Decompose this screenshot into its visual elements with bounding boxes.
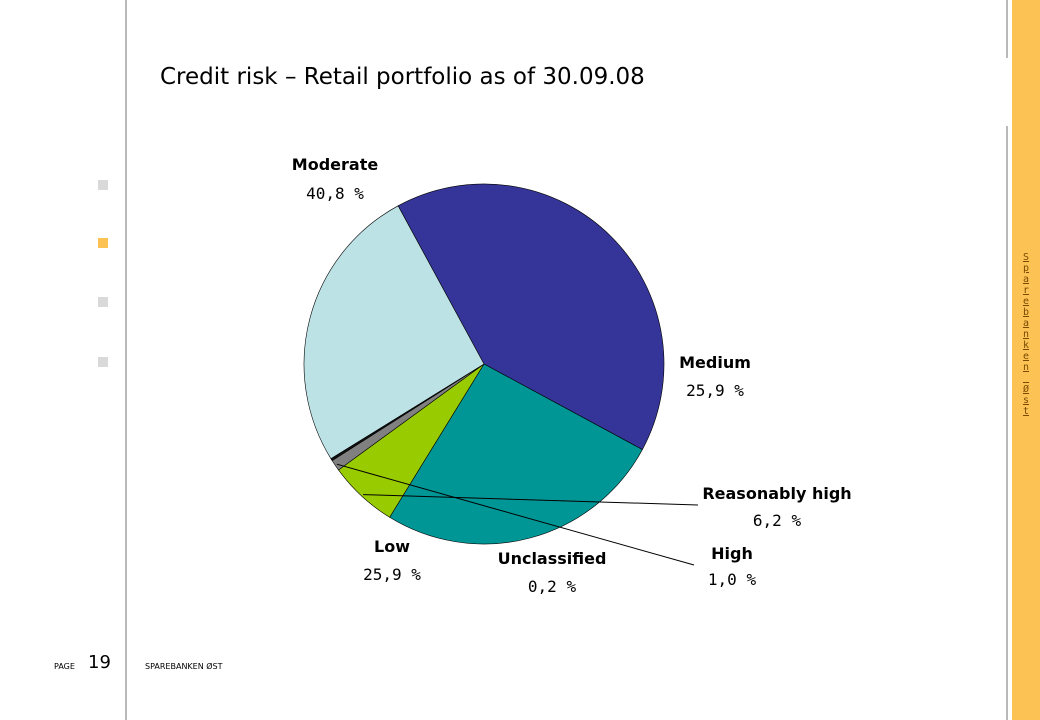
footer-company-name: SPAREBANKEN ØST bbox=[145, 662, 223, 671]
brand-letter: r bbox=[1022, 285, 1030, 296]
slice-label-high: High bbox=[711, 544, 753, 563]
nav-square-1[interactable] bbox=[98, 180, 108, 190]
slice-value-unclassified: 0,2 % bbox=[528, 577, 577, 596]
slice-value-high: 1,0 % bbox=[708, 570, 757, 589]
brand-letter: a bbox=[1022, 274, 1030, 285]
brand-letter: S bbox=[1022, 252, 1030, 263]
accent-stripe bbox=[1012, 0, 1040, 720]
footer-page-label: PAGE bbox=[54, 662, 75, 671]
nav-square-4[interactable] bbox=[98, 357, 108, 367]
brand-letter: a bbox=[1022, 318, 1030, 329]
brand-letter: k bbox=[1022, 340, 1030, 351]
pie-slice-low bbox=[303, 205, 485, 460]
brand-letter: p bbox=[1022, 263, 1030, 274]
nav-square-3[interactable] bbox=[98, 297, 108, 307]
slice-value-low: 25,9 % bbox=[363, 565, 421, 584]
leader-line-reasonably-high bbox=[363, 494, 699, 506]
brand-letter: b bbox=[1022, 307, 1030, 318]
brand-letter: n bbox=[1022, 329, 1030, 340]
slice-value-medium: 25,9 % bbox=[686, 381, 744, 400]
slice-label-unclassified: Unclassified bbox=[498, 549, 607, 568]
slice-label-low: Low bbox=[374, 537, 410, 556]
brand-letter: t bbox=[1022, 406, 1030, 417]
divider-right-top bbox=[1006, 0, 1008, 58]
divider-right-bottom bbox=[1006, 126, 1008, 720]
leader-line-high bbox=[336, 463, 695, 566]
slice-value-moderate: 40,8 % bbox=[306, 184, 364, 203]
slice-value-reasonably-high: 6,2 % bbox=[753, 511, 802, 530]
brand-letter: s bbox=[1022, 395, 1030, 406]
footer-page-number: 19 bbox=[88, 652, 111, 673]
slice-label-moderate: Moderate bbox=[292, 155, 379, 174]
nav-square-2-active[interactable] bbox=[98, 238, 108, 248]
page-title: Credit risk – Retail portfolio as of 30.… bbox=[160, 64, 645, 90]
slice-label-medium: Medium bbox=[679, 353, 751, 372]
brand-letter: e bbox=[1022, 296, 1030, 307]
pie-slice-moderate bbox=[397, 183, 665, 450]
brand-letter: n bbox=[1022, 362, 1030, 373]
slice-label-reasonably-high: Reasonably high bbox=[702, 484, 851, 503]
brand-letter: Ø bbox=[1022, 384, 1030, 395]
brand-letter: e bbox=[1022, 351, 1030, 362]
pie-slice-medium bbox=[389, 363, 643, 545]
divider-left bbox=[125, 0, 127, 720]
